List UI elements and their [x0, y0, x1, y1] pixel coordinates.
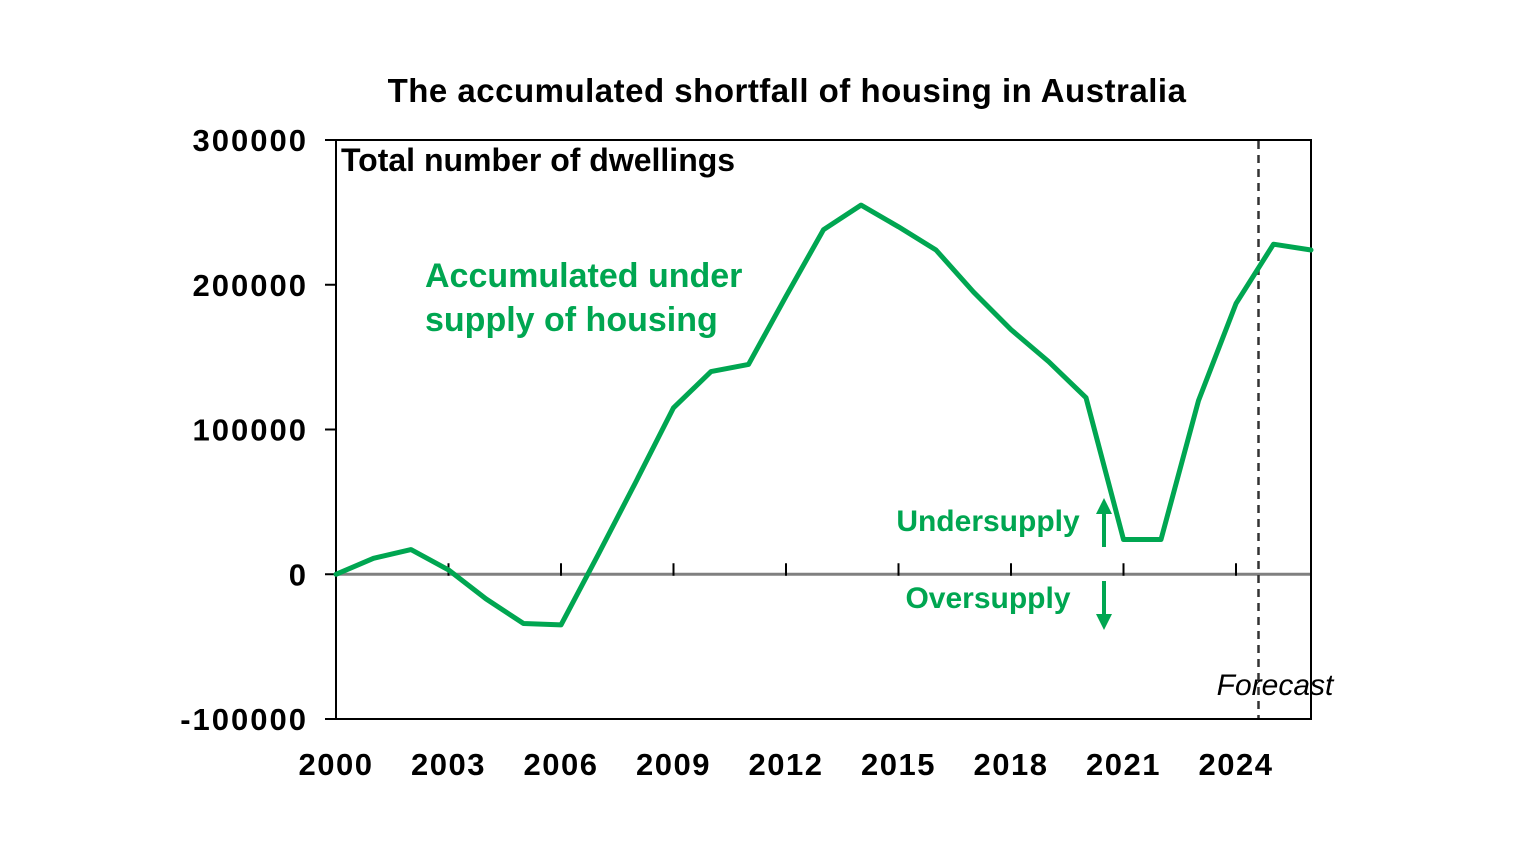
oversupply-label: Oversupply	[905, 582, 1071, 615]
oversupply-arrowhead-icon	[1096, 614, 1112, 630]
undersupply-label: Undersupply	[896, 505, 1080, 538]
undersupply-arrowhead-icon	[1096, 498, 1112, 514]
x-tick-label: 2000	[299, 747, 374, 782]
x-tick-label: 2003	[411, 747, 486, 782]
x-tick-label: 2024	[1199, 747, 1274, 782]
x-tick-label: 2021	[1086, 747, 1161, 782]
y-axis-unit-label: Total number of dwellings	[341, 142, 736, 178]
y-tick-label: 0	[289, 557, 308, 592]
y-tick-label: 100000	[193, 413, 308, 448]
supply-line-series	[333, 202, 1314, 628]
x-tick-label: 2015	[861, 747, 936, 782]
x-tick-label: 2018	[974, 747, 1049, 782]
forecast-label: Forecast	[1216, 669, 1334, 702]
x-tick-label: 2006	[524, 747, 599, 782]
y-tick-label: -100000	[180, 702, 308, 737]
series-annotation-label: Accumulated under supply of housing	[425, 257, 743, 339]
y-tick-label: 200000	[193, 268, 308, 303]
x-tick-label: 2009	[636, 747, 711, 782]
y-tick-label: 300000	[193, 123, 308, 158]
x-tick-label: 2012	[749, 747, 824, 782]
chart-title: The accumulated shortfall of housing in …	[387, 72, 1187, 109]
